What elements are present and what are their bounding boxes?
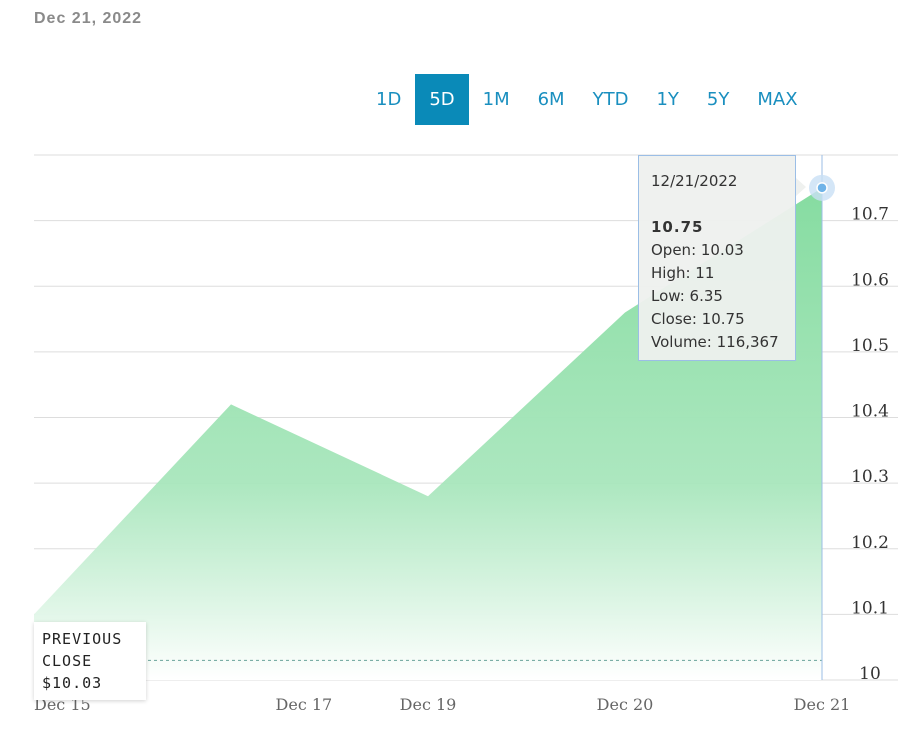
price-area: [34, 187, 822, 680]
tooltip-low: Low: 6.35: [651, 287, 723, 305]
x-tick-label: Dec 19: [400, 695, 457, 714]
previous-close-label: PREVIOUS CLOSE $10.03: [34, 622, 146, 700]
y-axis-ticks: 10 10.1 10.2 10.3 10.4 10.5 10.6 10.7: [851, 205, 889, 684]
y-tick-label: 10.2: [851, 533, 889, 553]
previous-close-line2: CLOSE: [42, 652, 93, 670]
tooltip-arrow: [796, 178, 806, 196]
x-tick-label: Dec 20: [597, 695, 654, 714]
tooltip-close: Close: 10.75: [651, 310, 745, 328]
previous-close-line1: PREVIOUS: [42, 630, 123, 648]
chart-date-header: Dec 21, 2022: [34, 10, 143, 27]
y-tick-label: 10.1: [851, 598, 889, 618]
y-tick-label: 10.7: [851, 205, 889, 225]
tooltip-date: 12/21/2022: [651, 172, 738, 190]
tab-5y[interactable]: 5Y: [706, 89, 730, 110]
x-tick-label: Dec 21: [794, 695, 851, 714]
y-tick-label: 10: [859, 664, 881, 684]
x-tick-label: Dec 17: [276, 695, 333, 714]
tooltip-high: High: 11: [651, 264, 715, 282]
y-tick-label: 10.5: [851, 336, 889, 356]
y-tick-label: 10.4: [851, 402, 889, 422]
previous-close-value: $10.03: [42, 674, 103, 692]
tooltip-volume: Volume: 116,367: [651, 333, 779, 351]
tab-1y[interactable]: 1Y: [656, 89, 679, 110]
tab-1m[interactable]: 1M: [482, 89, 510, 110]
tab-1d[interactable]: 1D: [376, 89, 402, 110]
tooltip-value: 10.75: [651, 218, 704, 236]
range-tab-bar: 1D 5D 1M 6M YTD 1Y 5Y MAX: [362, 74, 812, 125]
tooltip-open: Open: 10.03: [651, 241, 744, 259]
tab-max[interactable]: MAX: [757, 89, 798, 110]
hover-point: [816, 182, 828, 194]
y-tick-label: 10.6: [851, 270, 889, 290]
x-axis-ticks: Dec 15 Dec 17 Dec 19 Dec 20 Dec 21: [34, 695, 850, 714]
tab-ytd[interactable]: YTD: [592, 89, 629, 110]
tab-5d[interactable]: 5D: [415, 74, 469, 125]
price-tooltip: 12/21/2022 10.75 Open: 10.03 High: 11 Lo…: [638, 155, 796, 361]
y-tick-label: 10.3: [851, 467, 889, 487]
tab-6m[interactable]: 6M: [537, 89, 565, 110]
